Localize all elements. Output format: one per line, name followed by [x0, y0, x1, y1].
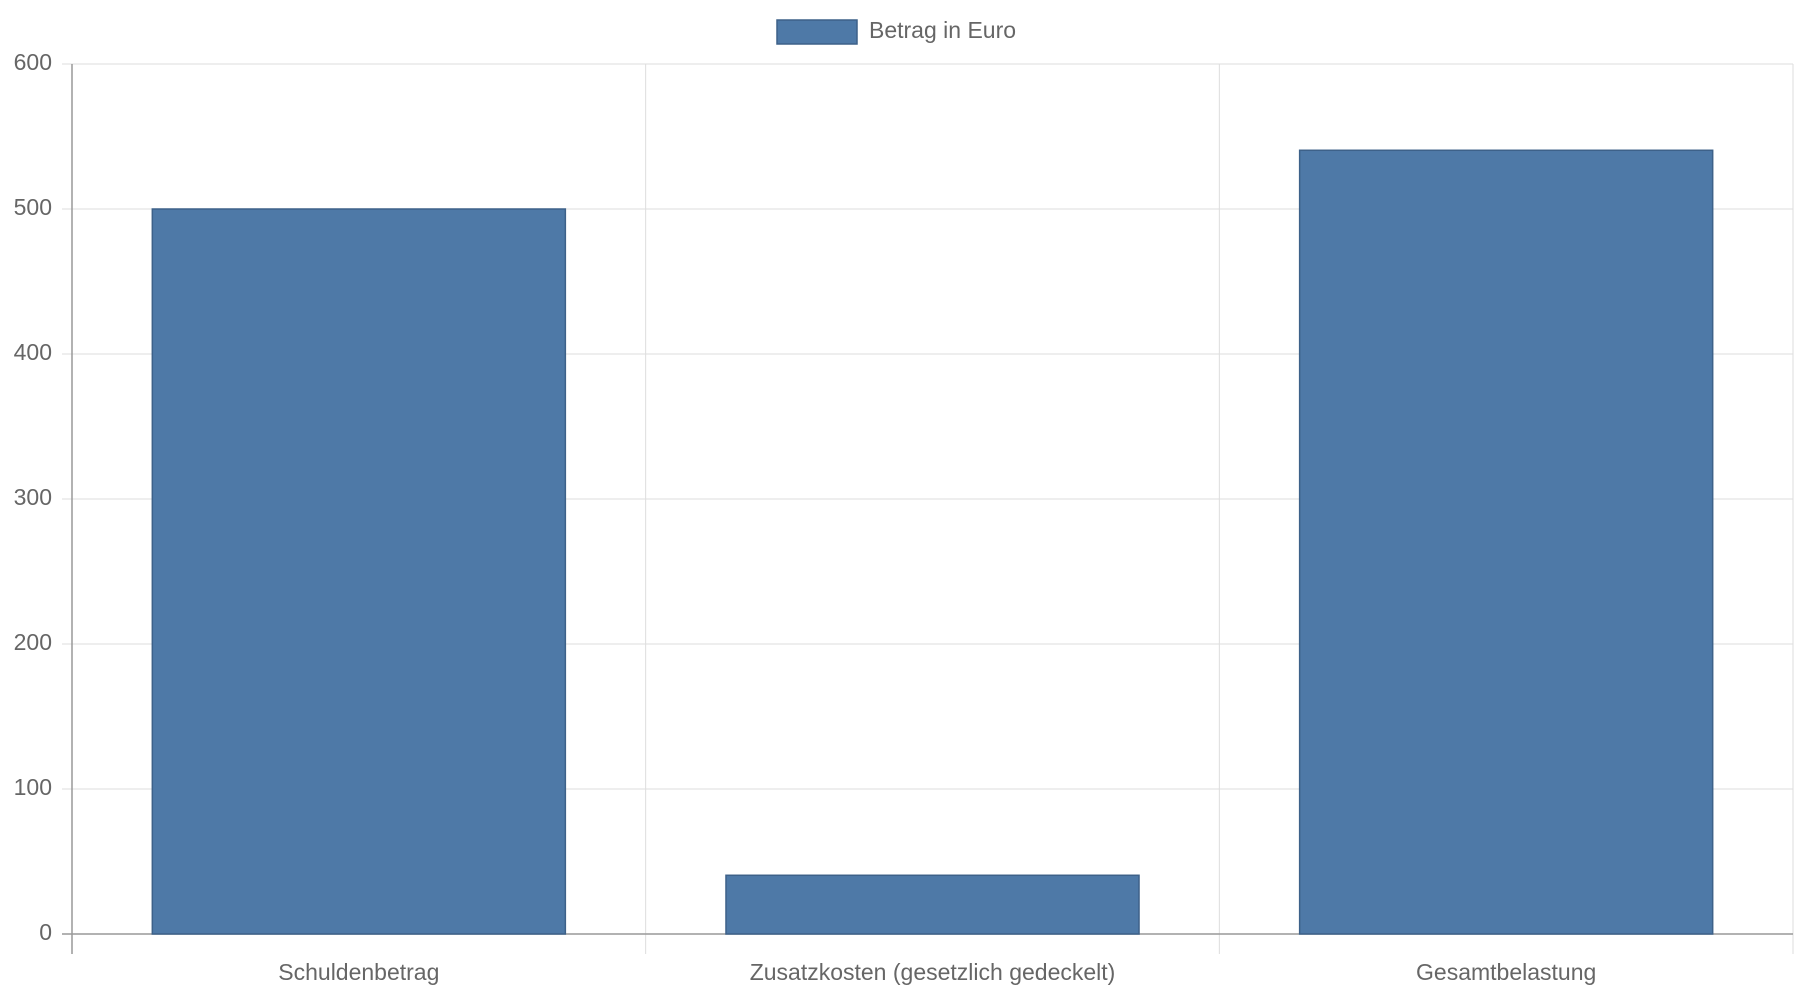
- bar: [151, 208, 567, 935]
- legend-label: Betrag in Euro: [869, 17, 1016, 43]
- y-tick-label: 400: [14, 339, 52, 365]
- y-tick-label: 500: [14, 194, 52, 220]
- y-tick-label: 100: [14, 774, 52, 800]
- legend-swatch: [776, 19, 858, 45]
- y-tick-label: 600: [14, 49, 52, 75]
- y-tick-label: 200: [14, 629, 52, 655]
- x-tick-label: Zusatzkosten (gesetzlich gedeckelt): [750, 959, 1116, 985]
- y-tick-label: 300: [14, 484, 52, 510]
- x-tick-label: Schuldenbetrag: [278, 959, 439, 985]
- bar: [1298, 149, 1714, 935]
- y-tick-label: 0: [39, 919, 52, 945]
- bar: [725, 874, 1140, 935]
- x-tick-label: Gesamtbelastung: [1416, 959, 1596, 985]
